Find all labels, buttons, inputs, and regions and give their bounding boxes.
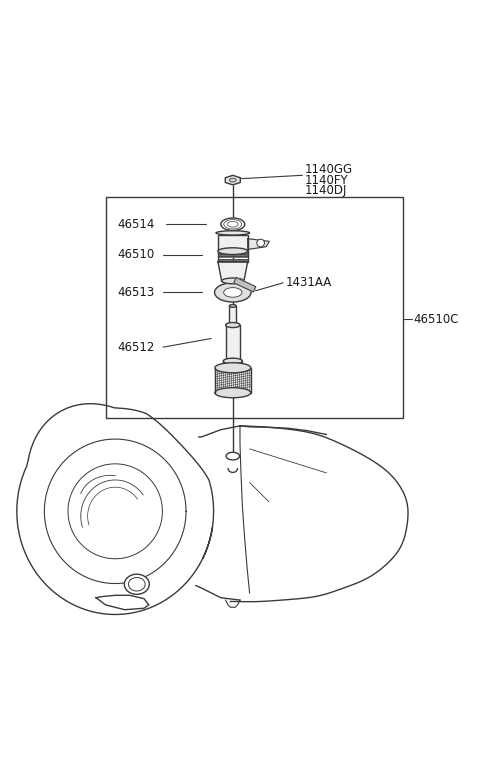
Ellipse shape: [228, 221, 238, 227]
Ellipse shape: [124, 574, 149, 594]
Ellipse shape: [215, 363, 251, 373]
Ellipse shape: [224, 288, 242, 298]
Bar: [218, 261, 248, 262]
Ellipse shape: [226, 452, 240, 460]
Polygon shape: [234, 278, 256, 292]
Bar: [229, 306, 236, 325]
Bar: [218, 258, 248, 260]
Text: 46514: 46514: [118, 218, 155, 231]
Bar: [218, 235, 248, 251]
Text: 1431AA: 1431AA: [286, 276, 332, 289]
Ellipse shape: [222, 278, 244, 284]
Polygon shape: [248, 239, 269, 250]
Bar: [106, 197, 403, 417]
Text: 46512: 46512: [118, 341, 155, 353]
Ellipse shape: [229, 324, 236, 326]
Ellipse shape: [223, 364, 242, 369]
Ellipse shape: [215, 388, 251, 398]
Bar: [218, 254, 248, 255]
Ellipse shape: [216, 231, 250, 235]
Bar: [226, 325, 240, 361]
Ellipse shape: [215, 283, 251, 302]
Ellipse shape: [226, 359, 240, 363]
Text: 46510C: 46510C: [414, 313, 459, 325]
Ellipse shape: [221, 218, 245, 230]
Text: 46513: 46513: [118, 286, 155, 299]
Ellipse shape: [229, 305, 236, 307]
Text: 1140FY: 1140FY: [305, 174, 348, 186]
Text: 46510: 46510: [118, 248, 155, 261]
Circle shape: [257, 239, 264, 247]
Ellipse shape: [218, 248, 248, 254]
Bar: [215, 368, 251, 393]
Polygon shape: [225, 175, 240, 185]
Ellipse shape: [229, 179, 236, 182]
Bar: [223, 361, 242, 367]
Text: 1140GG: 1140GG: [305, 163, 353, 176]
Bar: [218, 252, 248, 254]
Ellipse shape: [226, 322, 240, 328]
Polygon shape: [218, 262, 248, 281]
Ellipse shape: [223, 358, 242, 364]
Text: 1140DJ: 1140DJ: [305, 184, 347, 197]
